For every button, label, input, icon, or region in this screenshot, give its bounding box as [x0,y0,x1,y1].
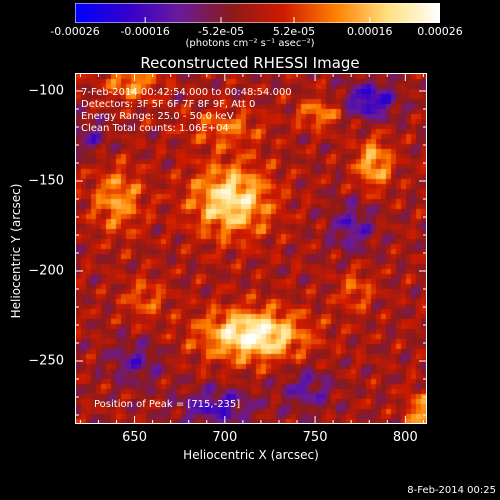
y-tick-label: −250 [28,353,64,369]
x-tick-label: 650 [122,430,147,445]
footer-timestamp: 8-Feb-2014 00:25 [407,485,496,496]
y-tick-label: −200 [28,263,64,279]
colorbar-units-label: (photons cm⁻² s⁻¹ asec⁻²) [185,38,315,49]
annotation-peak-position: Position of Peak = [715,-235] [94,399,241,410]
annotation-time-range: 7-Feb-2014 00:42:54.000 to 00:48:54.000 [81,87,292,98]
y-tick-label: −150 [28,173,64,189]
colorbar [75,3,440,23]
x-axis-label: Heliocentric X (arcsec) [183,448,319,462]
annotation-total-counts: Clean Total counts: 1.06E+04 [81,123,229,134]
plot-area: 7-Feb-2014 00:42:54.000 to 00:48:54.000 … [75,73,427,424]
colorbar-tick-label: 0.00026 [417,25,463,38]
heatmap-image [76,74,426,423]
chart-title: Reconstructed RHESSI Image [140,54,360,72]
colorbar-tick-label: -0.00016 [120,25,170,38]
colorbar-tick-label: 5.2e-05 [272,25,316,38]
annotation-energy-range: Energy Range: 25.0 - 50.0 keV [81,111,234,122]
colorbar-tick-label: 0.00016 [347,25,393,38]
x-tick-label: 750 [302,430,328,445]
x-tick-label: 700 [212,430,238,445]
colorbar-tick-label: -0.00026 [50,25,100,38]
y-axis-label: Heliocentric Y (arcsec) [9,183,23,319]
annotation-detectors: Detectors: 3F 5F 6F 7F 8F 9F, Att 0 [81,99,256,110]
x-tick-label: 800 [392,430,418,445]
colorbar-tick-label: -5.2e-05 [197,25,245,38]
y-tick-label: −100 [28,83,64,99]
